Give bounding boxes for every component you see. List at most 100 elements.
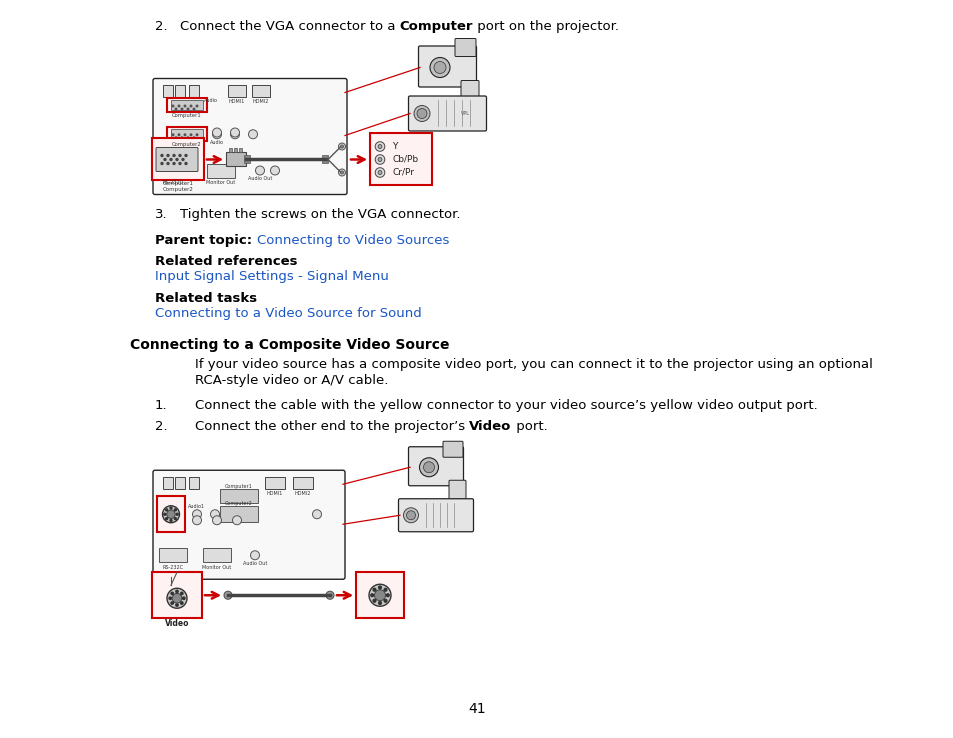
Text: Computer: Computer xyxy=(399,20,473,33)
Text: Audio1: Audio1 xyxy=(189,504,205,508)
Text: Connecting to a Composite Video Source: Connecting to a Composite Video Source xyxy=(130,338,449,352)
Circle shape xyxy=(375,590,385,601)
Bar xyxy=(171,129,203,139)
Text: Video: Video xyxy=(469,420,511,432)
Circle shape xyxy=(172,134,173,136)
Circle shape xyxy=(172,154,174,156)
Circle shape xyxy=(386,594,389,596)
Bar xyxy=(220,506,257,523)
Text: Computer1
Computer2: Computer1 Computer2 xyxy=(162,182,193,192)
Circle shape xyxy=(371,594,374,596)
FancyBboxPatch shape xyxy=(156,148,198,171)
Bar xyxy=(171,100,203,111)
Circle shape xyxy=(185,162,187,165)
Bar xyxy=(189,86,199,97)
Circle shape xyxy=(162,506,179,523)
Bar xyxy=(220,489,257,503)
Circle shape xyxy=(229,510,237,519)
Text: Parent topic:: Parent topic: xyxy=(154,234,256,247)
Circle shape xyxy=(180,602,183,604)
Circle shape xyxy=(213,516,221,525)
Circle shape xyxy=(193,137,194,139)
Bar xyxy=(252,86,270,97)
Circle shape xyxy=(181,137,183,139)
Bar xyxy=(244,156,250,164)
Circle shape xyxy=(375,142,384,151)
Circle shape xyxy=(384,599,387,602)
Circle shape xyxy=(175,159,178,160)
Text: HDMI1: HDMI1 xyxy=(229,100,245,105)
Circle shape xyxy=(166,509,168,511)
Circle shape xyxy=(184,106,186,107)
Circle shape xyxy=(375,155,384,165)
Circle shape xyxy=(403,508,418,523)
Text: Connect the VGA connector to a: Connect the VGA connector to a xyxy=(180,20,399,33)
Circle shape xyxy=(377,170,381,174)
Circle shape xyxy=(384,588,387,591)
Circle shape xyxy=(233,516,241,525)
Circle shape xyxy=(164,159,166,160)
Circle shape xyxy=(377,145,381,148)
Circle shape xyxy=(172,162,174,165)
Text: Computer2: Computer2 xyxy=(172,142,202,147)
Circle shape xyxy=(167,154,169,156)
Circle shape xyxy=(180,592,183,595)
Text: Monitor Out: Monitor Out xyxy=(206,180,235,185)
Text: 41: 41 xyxy=(468,702,485,716)
Circle shape xyxy=(419,458,438,477)
Text: Connecting to Video Sources: Connecting to Video Sources xyxy=(256,234,449,247)
Circle shape xyxy=(406,511,416,520)
Circle shape xyxy=(167,162,169,165)
Circle shape xyxy=(193,510,201,519)
Bar xyxy=(157,496,185,532)
Bar xyxy=(355,572,403,618)
Text: VPL: VPL xyxy=(460,111,469,116)
Circle shape xyxy=(190,134,192,136)
Circle shape xyxy=(430,58,450,77)
Bar xyxy=(174,86,185,97)
Text: port on the projector.: port on the projector. xyxy=(473,20,618,33)
Circle shape xyxy=(378,586,381,589)
Circle shape xyxy=(175,137,176,139)
Text: Connect the cable with the yellow connector to your video source’s yellow video : Connect the cable with the yellow connec… xyxy=(194,399,817,412)
Circle shape xyxy=(369,584,391,606)
Circle shape xyxy=(170,520,172,522)
Circle shape xyxy=(179,154,181,156)
Text: Computer2: Computer2 xyxy=(225,501,253,506)
Circle shape xyxy=(174,517,176,520)
Bar xyxy=(370,134,432,185)
Circle shape xyxy=(414,106,430,122)
Circle shape xyxy=(161,162,163,165)
Text: RCA-style video or A/V cable.: RCA-style video or A/V cable. xyxy=(194,373,388,387)
Text: 2.: 2. xyxy=(154,420,168,432)
Circle shape xyxy=(170,507,172,509)
Bar xyxy=(167,98,207,112)
Bar xyxy=(228,86,246,97)
Text: Y: Y xyxy=(392,142,397,151)
Text: Cb/Pb: Cb/Pb xyxy=(392,155,417,164)
Circle shape xyxy=(164,513,166,515)
Text: port.: port. xyxy=(511,420,547,432)
Circle shape xyxy=(416,108,427,119)
Circle shape xyxy=(182,159,184,160)
Circle shape xyxy=(338,169,345,176)
FancyBboxPatch shape xyxy=(152,470,345,579)
Text: Audio: Audio xyxy=(204,98,218,103)
Text: Audio: Audio xyxy=(210,139,224,145)
Circle shape xyxy=(169,597,172,599)
Circle shape xyxy=(187,137,189,139)
Bar xyxy=(163,477,172,489)
Text: 1.: 1. xyxy=(154,399,168,412)
Circle shape xyxy=(251,551,259,559)
Text: RS-232C: RS-232C xyxy=(162,565,183,570)
Text: Connecting to a Video Source for Sound: Connecting to a Video Source for Sound xyxy=(154,307,421,320)
Circle shape xyxy=(340,171,343,174)
FancyBboxPatch shape xyxy=(418,46,476,87)
Bar xyxy=(265,477,285,489)
Text: Audio Out: Audio Out xyxy=(243,561,267,566)
Bar xyxy=(159,164,187,178)
Circle shape xyxy=(175,590,178,593)
Bar xyxy=(293,477,313,489)
Bar xyxy=(152,572,202,618)
Circle shape xyxy=(170,159,172,160)
